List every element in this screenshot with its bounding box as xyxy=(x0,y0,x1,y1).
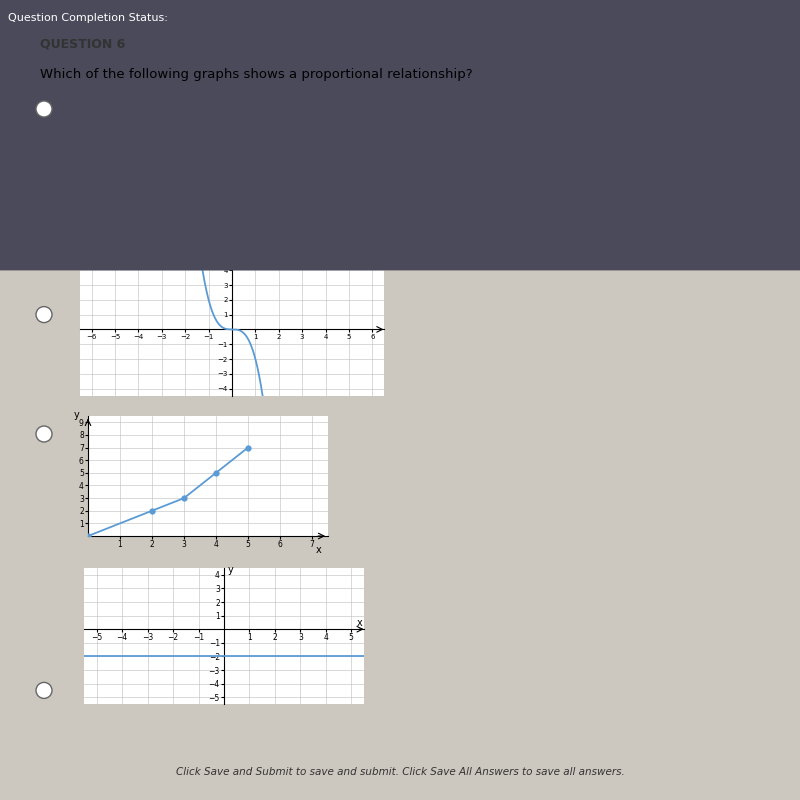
Text: QUESTION 6: QUESTION 6 xyxy=(40,38,126,50)
Text: y: y xyxy=(228,566,234,575)
Text: Click Save and Submit to save and submit. Click Save All Answers to save all ans: Click Save and Submit to save and submit… xyxy=(176,767,624,777)
Text: Which of the following graphs shows a proportional relationship?: Which of the following graphs shows a pr… xyxy=(40,68,473,81)
Text: Question Completion Status:: Question Completion Status: xyxy=(8,13,168,22)
Text: x: x xyxy=(316,545,322,555)
Text: x: x xyxy=(317,240,322,250)
Text: x: x xyxy=(356,618,362,629)
Text: y: y xyxy=(74,410,80,420)
Text: f: f xyxy=(233,246,237,256)
Text: y: y xyxy=(72,82,78,93)
